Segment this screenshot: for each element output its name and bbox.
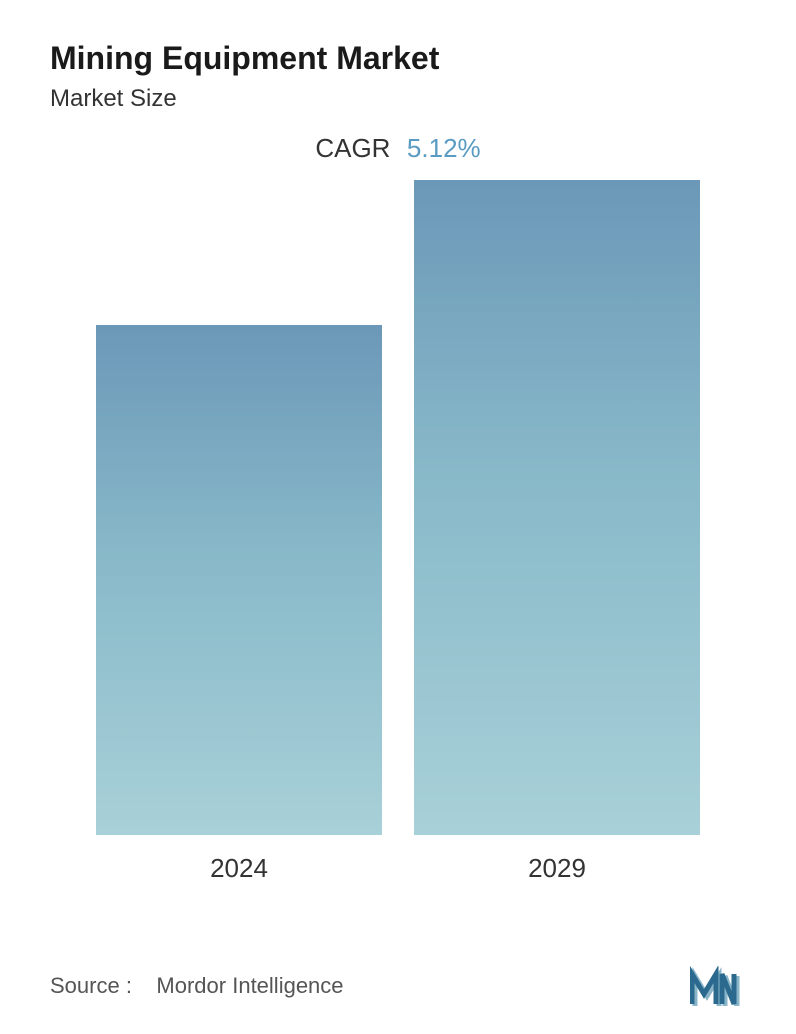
chart-container: Mining Equipment Market Market Size CAGR… xyxy=(0,0,796,1034)
cagr-value: 5.12% xyxy=(407,133,481,163)
brand-logo-icon xyxy=(690,966,746,1006)
cagr-label: CAGR xyxy=(315,133,390,163)
source-name: Mordor Intelligence xyxy=(156,973,343,998)
bar-1 xyxy=(414,180,700,835)
footer: Source : Mordor Intelligence xyxy=(50,966,746,1006)
source-label: Source : xyxy=(50,973,132,998)
bar-group-0: 2024 xyxy=(96,325,382,884)
bar-0 xyxy=(96,325,382,835)
bar-label-1: 2029 xyxy=(528,853,586,884)
bar-chart: 2024 2029 xyxy=(50,214,746,884)
bar-label-0: 2024 xyxy=(210,853,268,884)
page-subtitle: Market Size xyxy=(50,85,746,113)
bar-group-1: 2029 xyxy=(414,180,700,884)
page-title: Mining Equipment Market xyxy=(50,40,746,77)
cagr-row: CAGR 5.12% xyxy=(50,133,746,164)
source-text: Source : Mordor Intelligence xyxy=(50,973,344,999)
